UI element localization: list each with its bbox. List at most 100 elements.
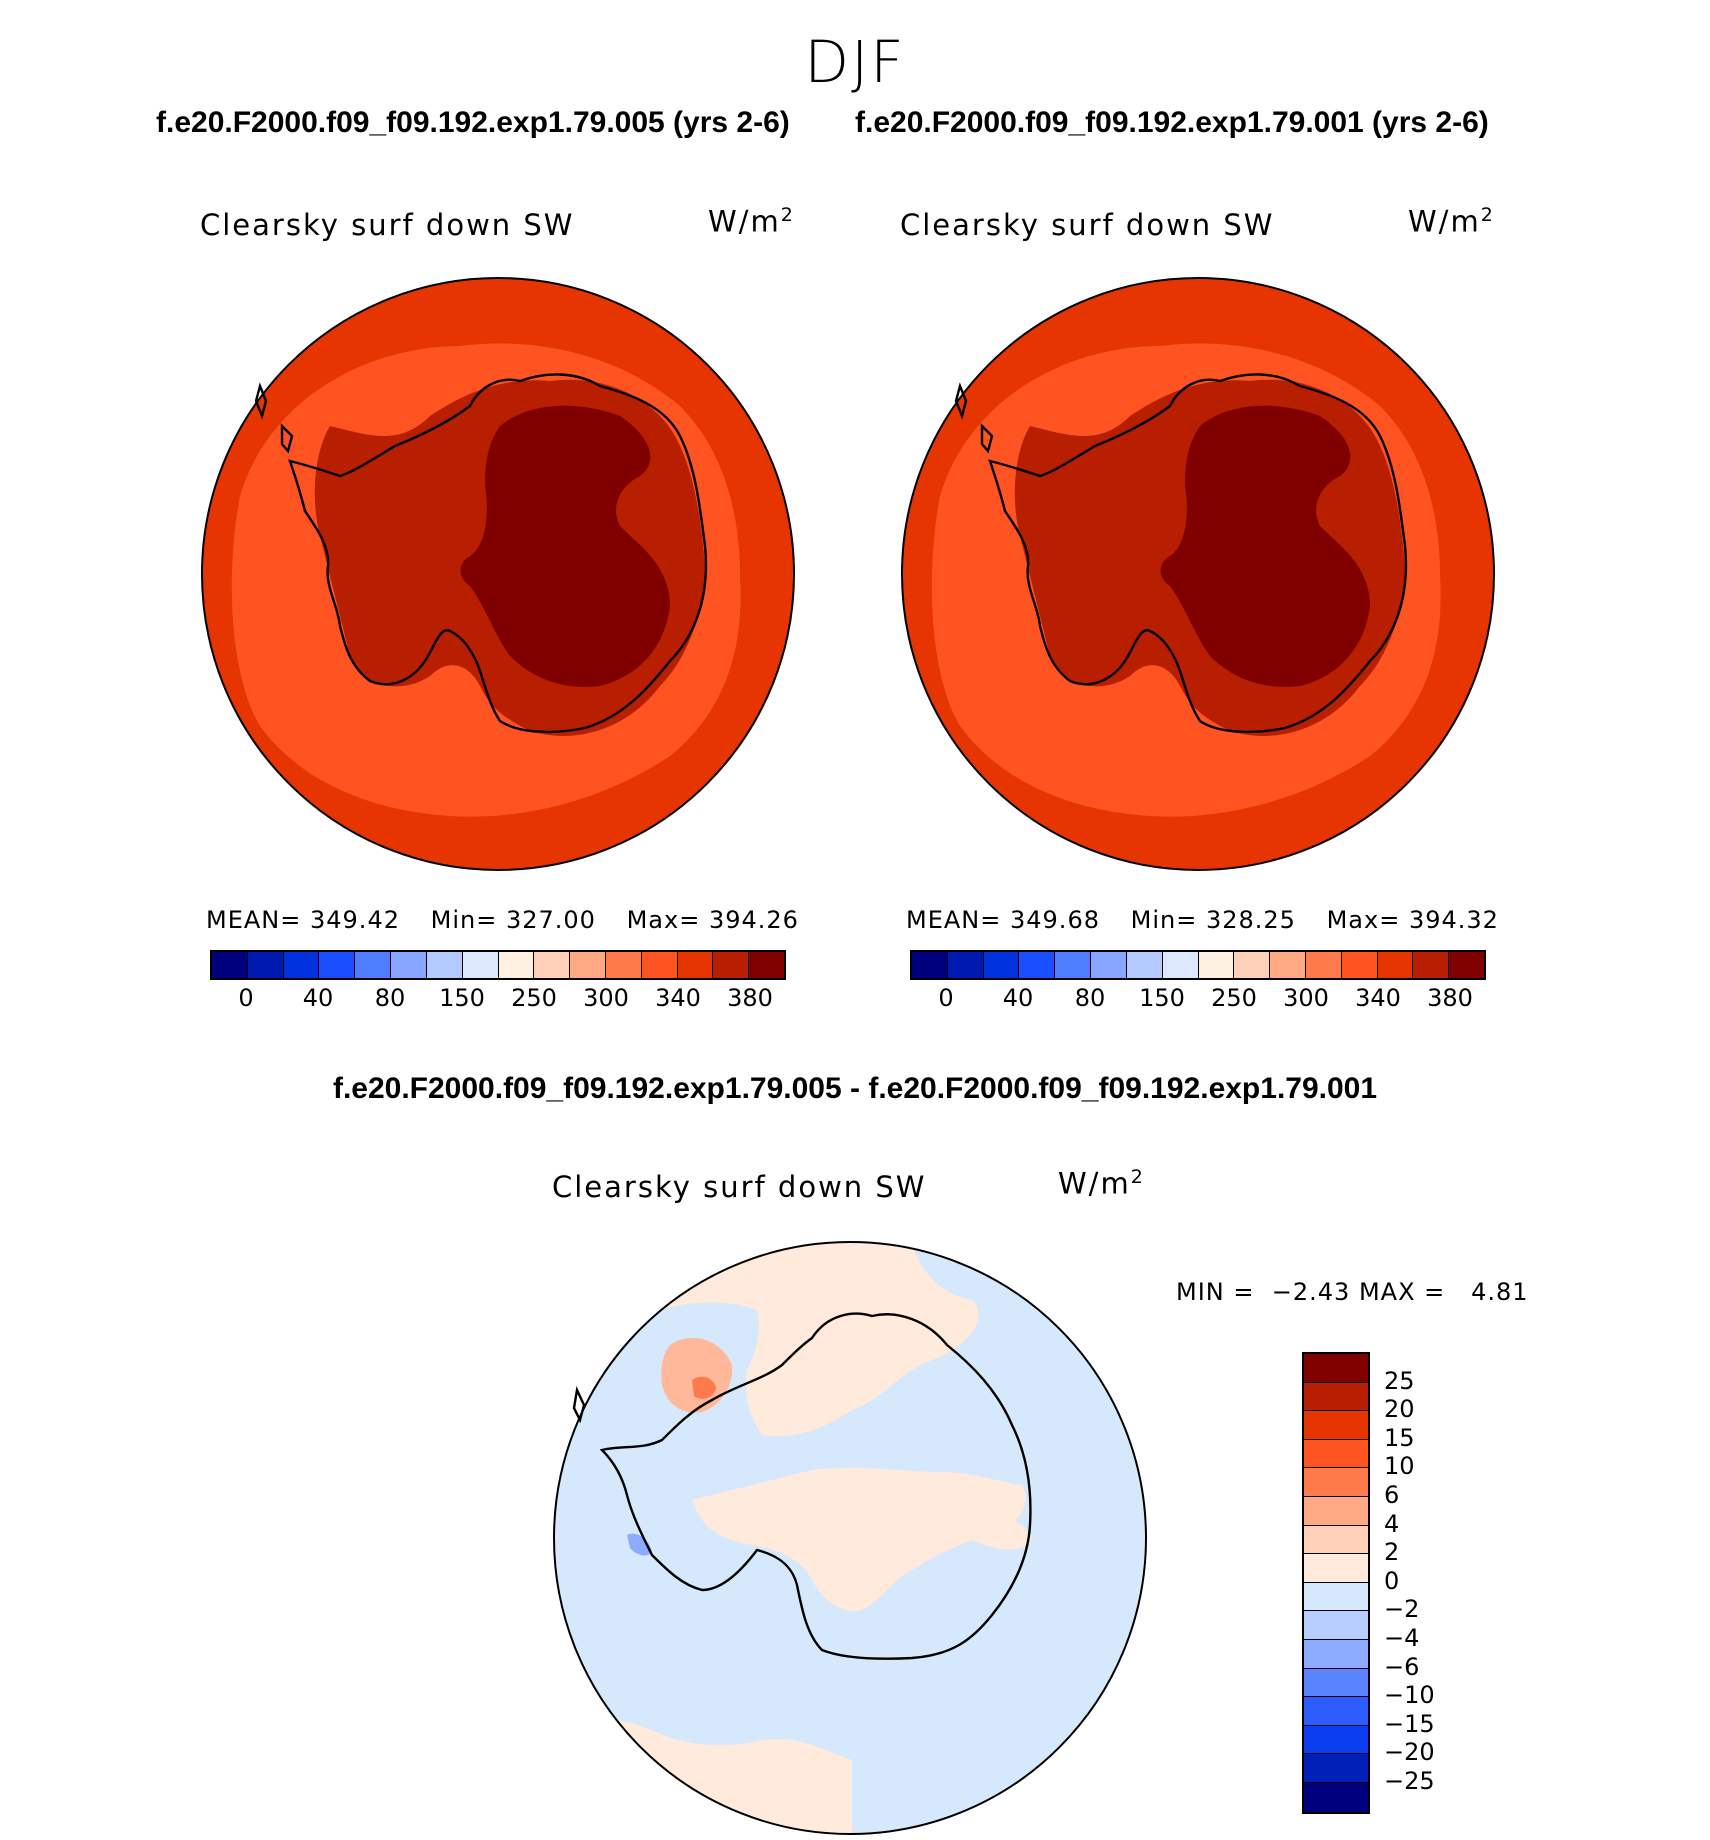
colorbar-right-tick-label: 300 — [1283, 984, 1329, 1012]
figure-title: DJF — [804, 28, 906, 96]
colorbar-right-tick-label: 40 — [1002, 984, 1034, 1012]
map-diff-positive-core — [692, 1376, 716, 1399]
map-diff-positive-center — [692, 1467, 1026, 1611]
colorbar-difference — [1302, 1352, 1370, 1814]
coastline-left — [254, 373, 708, 734]
colorbar-left-box — [391, 952, 427, 978]
colorbar-right-box — [1055, 952, 1092, 978]
colorbar-difference-tick-label: 20 — [1384, 1395, 1415, 1424]
colorbar-left-tick-label: 40 — [302, 984, 334, 1012]
colorbar-difference-box — [1304, 1725, 1368, 1755]
colorbar-difference-box — [1304, 1382, 1368, 1412]
colorbar-right-box — [1019, 952, 1056, 978]
colorbar-difference-box — [1304, 1611, 1368, 1640]
colorbar-difference-box — [1304, 1782, 1368, 1812]
map-right — [901, 277, 1495, 871]
colorbar-right-box — [1091, 952, 1127, 978]
units-label-diff: W/m2 — [1058, 1166, 1145, 1201]
colorbar-right-box — [1377, 952, 1414, 978]
colorbar-right-box — [1449, 952, 1484, 978]
colorbar-right-tick-label: 150 — [1139, 984, 1185, 1012]
colorbar-difference-box — [1304, 1754, 1368, 1783]
colorbar-difference-box — [1304, 1639, 1368, 1669]
map-left-level-plateau — [460, 405, 670, 687]
colorbar-left-box — [713, 952, 750, 978]
colorbar-right-tick-label: 0 — [938, 984, 954, 1012]
colorbar-left-box — [247, 952, 284, 978]
colorbar-left-tick-label: 80 — [374, 984, 406, 1012]
colorbar-left-tick-label: 0 — [238, 984, 254, 1012]
map-difference — [553, 1241, 1147, 1835]
colorbar-difference-box — [1304, 1525, 1368, 1555]
colorbar-left-boxes — [210, 950, 786, 980]
colorbar-difference-box — [1304, 1554, 1368, 1583]
map-left — [201, 277, 795, 871]
colorbar-right-box — [1413, 952, 1450, 978]
colorbar-right-box — [983, 952, 1020, 978]
coastline-right — [954, 373, 1408, 734]
colorbar-right-box — [912, 952, 948, 978]
colorbar-difference-box — [1304, 1411, 1368, 1440]
colorbar-right-box — [1126, 952, 1163, 978]
colorbar-left-box — [749, 952, 784, 978]
colorbar-right-boxes — [910, 950, 1486, 980]
colorbar-left-tick-label: 300 — [583, 984, 629, 1012]
variable-label-left: Clearsky surf down SW — [200, 208, 575, 242]
variable-label-diff: Clearsky surf down SW — [552, 1170, 927, 1204]
units-label-right: W/m2 — [1408, 204, 1495, 239]
colorbar-difference-tick-label: −4 — [1384, 1624, 1420, 1652]
colorbar-right-box — [1270, 952, 1306, 978]
colorbar-left-box — [605, 952, 642, 978]
colorbar-right-tick-label: 380 — [1427, 984, 1473, 1012]
colorbar-right-box — [947, 952, 984, 978]
colorbar-right-box — [1234, 952, 1271, 978]
map-diff-negative-patch — [627, 1533, 652, 1556]
colorbar-left-box — [426, 952, 463, 978]
colorbar-difference-tick-label: 4 — [1384, 1509, 1400, 1538]
colorbar-difference-box — [1304, 1439, 1368, 1469]
units-label-left: W/m2 — [708, 204, 795, 239]
colorbar-difference-tick-label: 6 — [1384, 1481, 1400, 1509]
colorbar-difference-box — [1304, 1354, 1368, 1383]
difference-minmax: MIN = −2.43 MAX = 4.81 — [1176, 1278, 1529, 1306]
colorbar-right: 0 40 80 150 250 300 340 380 — [910, 950, 1486, 1012]
difference-title: f.e20.F2000.f09_f09.192.exp1.79.005 - f.… — [332, 1072, 1378, 1105]
colorbar-difference-box — [1304, 1496, 1368, 1526]
colorbar-difference-box — [1304, 1697, 1368, 1726]
colorbar-left-tick-label: 340 — [655, 984, 701, 1012]
case-title-right: f.e20.F2000.f09_f09.192.exp1.79.001 (yrs… — [855, 106, 1489, 139]
stats-left: MEAN= 349.42 Min= 327.00 Max= 394.26 — [206, 906, 799, 934]
colorbar-difference-box — [1304, 1582, 1368, 1612]
colorbar-left-tick-label: 250 — [511, 984, 557, 1012]
map-diff-positive-east — [972, 1515, 1032, 1550]
coastline-diff — [572, 1312, 1032, 1660]
colorbar-right-box — [1341, 952, 1378, 978]
colorbar-right-box — [1198, 952, 1235, 978]
colorbar-left: 0 40 80 150 250 300 340 380 — [210, 950, 786, 1012]
case-title-left: f.e20.F2000.f09_f09.192.exp1.79.005 (yrs… — [156, 106, 790, 139]
colorbar-left-box — [641, 952, 678, 978]
colorbar-difference-tick-label: −25 — [1384, 1767, 1435, 1795]
colorbar-difference-tick-label: −2 — [1384, 1595, 1420, 1624]
colorbar-right-tick-label: 250 — [1211, 984, 1257, 1012]
colorbar-left-box — [212, 952, 248, 978]
colorbar-left-box — [677, 952, 714, 978]
colorbar-difference-tick-label: −20 — [1384, 1738, 1435, 1767]
colorbar-left-box — [283, 952, 320, 978]
stats-right: MEAN= 349.68 Min= 328.25 Max= 394.32 — [906, 906, 1499, 934]
map-diff-positive-peak — [661, 1337, 733, 1413]
colorbar-difference-ticks: 25 20 15 10 6 4 2 0 −2 −4 −6 −10 −15 −20 −25 — [1384, 1352, 1504, 1812]
colorbar-difference-tick-label: 25 — [1384, 1366, 1415, 1395]
colorbar-left-tick-label: 150 — [439, 984, 485, 1012]
colorbar-difference-tick-label: 10 — [1384, 1452, 1415, 1481]
colorbar-left-box — [355, 952, 392, 978]
colorbar-difference-tick-label: −15 — [1384, 1709, 1435, 1738]
colorbar-left-box — [462, 952, 499, 978]
colorbar-difference-box — [1304, 1468, 1368, 1497]
colorbar-left-tick-label: 380 — [727, 984, 773, 1012]
colorbar-difference-box — [1304, 1668, 1368, 1698]
colorbar-right-box — [1305, 952, 1342, 978]
colorbar-difference-tick-label: −6 — [1384, 1652, 1420, 1681]
colorbar-right-tick-label: 340 — [1355, 984, 1401, 1012]
colorbar-left-box — [534, 952, 571, 978]
